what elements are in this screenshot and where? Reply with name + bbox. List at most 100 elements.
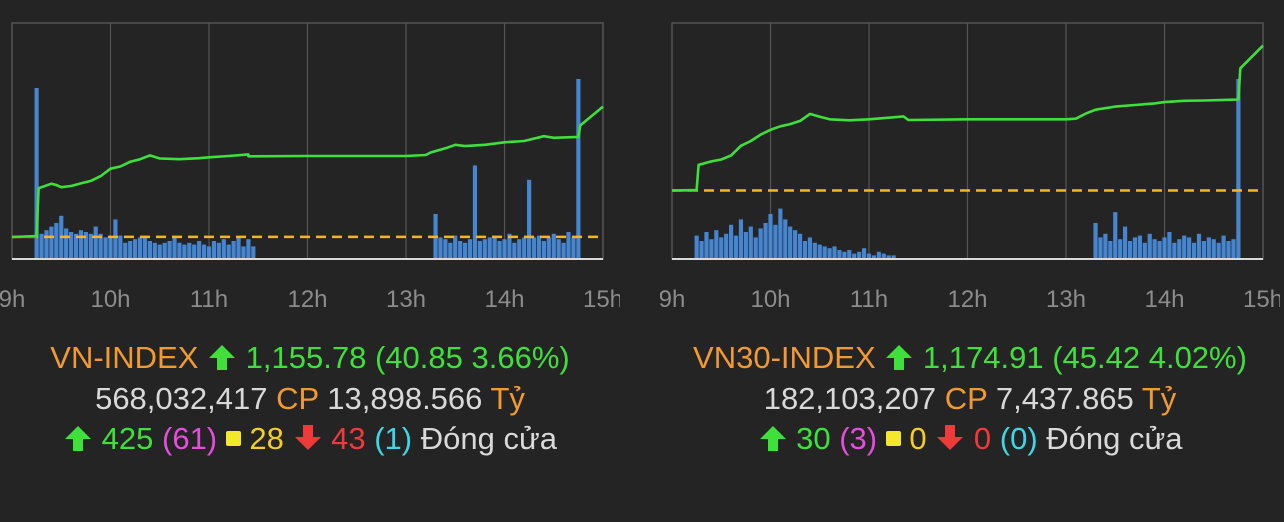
volume-bar <box>1221 235 1226 259</box>
vn-index-chart: 9h 10h 11h 12h 13h 14h 15h <box>0 22 620 313</box>
index-change: (45.42 4.02%) <box>1052 340 1247 375</box>
volume-bar <box>704 232 709 259</box>
turnover-unit: Tỷ <box>1141 381 1177 416</box>
x-tick-label: 9h <box>0 286 25 313</box>
volume-bar <box>541 241 546 259</box>
volume-bar <box>236 237 241 259</box>
volume-bar <box>98 233 103 259</box>
vn-index-volume-line: 568,032,417 CP 13,898.566 Tỷ <box>0 379 620 419</box>
volume-bar <box>78 230 84 259</box>
volume-bar <box>738 219 744 259</box>
volume-bar <box>817 244 822 259</box>
volume-bar <box>1103 233 1108 259</box>
volume-value: 568,032,417 <box>95 381 268 416</box>
price-line <box>11 105 604 239</box>
vn-index-headline: VN-INDEX 1,155.78 (40.85 3.66%) <box>0 338 620 381</box>
market-status: Đóng cửa <box>420 421 557 456</box>
volume-bar <box>571 237 576 259</box>
volume-bar <box>802 241 808 259</box>
volume-bar <box>1182 235 1187 259</box>
volume-bar <box>527 179 532 259</box>
volume-bar <box>152 242 157 259</box>
volume-bar <box>1216 242 1221 259</box>
volume-bar <box>137 237 143 259</box>
volume-bar <box>128 241 133 259</box>
volume-bar <box>1132 237 1138 259</box>
volume-value: 182,103,207 <box>763 381 937 416</box>
volume-bar <box>221 239 226 259</box>
volume-bar <box>546 237 551 259</box>
volume-bar <box>88 233 93 259</box>
volume-bar <box>1123 226 1128 259</box>
volume-bar <box>123 242 128 259</box>
volume-bar <box>822 246 827 259</box>
volume-bar <box>487 237 492 259</box>
volume-bar <box>453 235 458 259</box>
turnover-unit: Tỷ <box>490 381 525 416</box>
x-tick-label: 11h <box>850 286 888 313</box>
advancers-count: 425 <box>101 421 154 456</box>
volume-bar <box>1118 239 1123 259</box>
volume-bar <box>522 237 527 259</box>
volume-bar <box>1167 232 1172 259</box>
vn30-index-headline: VN30-INDEX 1,174.91 (45.42 4.02%) <box>660 338 1280 381</box>
volume-bar <box>1127 241 1133 259</box>
volume-bar <box>724 233 729 259</box>
volume-bar <box>113 219 118 259</box>
volume-bar <box>881 253 886 259</box>
decliners-count: 43 <box>331 421 366 456</box>
volume-bar <box>1206 237 1211 259</box>
volume-bar <box>44 230 49 259</box>
vn-index-breadth-line: 425 (61) 28 43 (1) Đóng cửa <box>0 419 620 462</box>
volume-bar <box>788 226 793 259</box>
turnover-value: 13,898.566 <box>327 381 483 416</box>
volume-bar <box>443 239 448 259</box>
volume-bar <box>1201 241 1206 259</box>
volume-bar <box>1108 241 1113 259</box>
turnover-value: 7,437.865 <box>995 381 1134 416</box>
x-tick-label: 14h <box>1144 286 1184 313</box>
volume-bar <box>714 230 719 259</box>
unchanged-count: 0 <box>909 421 927 456</box>
x-tick-label: 15h <box>1243 286 1280 313</box>
vn-index-panel: 9h 10h 11h 12h 13h 14h 15h VN-INDEX 1,155.78 (… <box>0 0 620 522</box>
volume-bar <box>1191 242 1197 259</box>
volume-bar <box>187 242 192 259</box>
volume-bar <box>54 223 59 259</box>
x-tick-label: 14h <box>484 286 524 313</box>
index-name: VN-INDEX <box>50 340 199 375</box>
volume-bar <box>1162 237 1167 259</box>
index-value: 1,174.91 <box>922 340 1044 375</box>
volume-bar <box>147 241 152 259</box>
volume-bar <box>1093 223 1098 259</box>
volume-bar <box>576 79 581 259</box>
x-tick-label: 10h <box>90 286 130 313</box>
vn30-index-volume-line: 182,103,207 CP 7,437.865 Tỷ <box>660 379 1280 419</box>
volume-bar <box>551 233 556 259</box>
volume-bar <box>719 237 724 259</box>
volume-bar <box>778 208 783 259</box>
volume-bar <box>438 237 443 259</box>
volume-bar <box>512 242 517 259</box>
volume-bar <box>773 224 778 259</box>
arrow-down-icon <box>935 422 965 462</box>
volume-bar <box>832 246 837 259</box>
volume-bar <box>1172 242 1177 259</box>
volume-bar <box>502 239 507 259</box>
volume-bar <box>694 235 699 259</box>
index-value: 1,155.78 <box>245 340 367 375</box>
volume-bar <box>226 244 231 259</box>
volume-bar <box>211 241 217 259</box>
volume-bar <box>1142 242 1147 259</box>
volume-bar <box>1152 239 1157 259</box>
index-name: VN30-INDEX <box>693 340 876 375</box>
volume-bar <box>753 237 758 259</box>
volume-bar <box>157 244 162 259</box>
arrow-up-icon <box>207 341 237 381</box>
volume-bar <box>768 214 773 259</box>
volume-bar <box>507 233 512 259</box>
volume-bar <box>1196 233 1202 259</box>
volume-bar <box>876 251 881 259</box>
arrow-down-icon <box>293 422 323 462</box>
volume-bar <box>807 237 812 259</box>
